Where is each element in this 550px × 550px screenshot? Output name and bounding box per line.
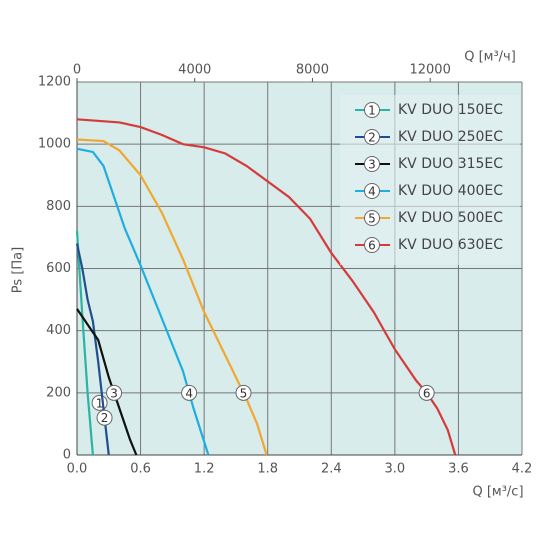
x2-tick-label: 0 <box>73 63 81 78</box>
x2-axis-label: Q [м³/ч] <box>464 50 516 65</box>
y-tick-label: 1000 <box>38 137 71 152</box>
series-line <box>76 308 138 456</box>
legend-label: KV DUO 315EC <box>398 156 503 172</box>
y-tick-label: 0 <box>63 448 71 463</box>
x-tick-label: 3.0 <box>385 462 406 477</box>
series-marker <box>364 183 380 199</box>
series-marker <box>106 384 123 401</box>
series-marker <box>364 156 380 172</box>
x-tick-label: 0.0 <box>67 462 88 477</box>
series-marker-label: 1 <box>96 396 104 410</box>
series-marker-label: 3 <box>110 386 118 400</box>
series-marker-label: 6 <box>423 386 431 400</box>
x-tick-label: 4.2 <box>512 462 533 477</box>
series-line <box>75 243 110 456</box>
series-marker <box>418 384 435 401</box>
legend-box <box>340 95 520 265</box>
series-marker-label: 5 <box>240 386 248 400</box>
x2-tick-label: 12000 <box>409 63 450 78</box>
series-marker-label: 4 <box>368 185 376 199</box>
series-marker <box>96 409 113 426</box>
series-marker-label: 3 <box>368 158 376 172</box>
series-marker <box>235 384 252 401</box>
legend-label: KV DUO 630EC <box>398 237 503 253</box>
x-tick-label: 1.8 <box>257 462 278 477</box>
series-marker <box>364 102 380 118</box>
series-marker-label: 1 <box>368 104 376 118</box>
series-marker <box>364 129 380 145</box>
legend-label: KV DUO 400EC <box>398 183 503 199</box>
series-marker-label: 5 <box>368 212 376 226</box>
series-marker <box>364 210 380 226</box>
x2-tick-label: 4000 <box>178 63 211 78</box>
series-marker-label: 6 <box>368 239 376 253</box>
x-tick-label: 3.6 <box>448 462 469 477</box>
series-marker-label: 2 <box>368 131 376 145</box>
x-axis-label: Q [м³/с] <box>472 485 523 500</box>
legend-label: KV DUO 150EC <box>398 102 503 118</box>
series-line <box>76 138 268 456</box>
series-marker <box>181 384 198 401</box>
y-tick-label: 600 <box>46 261 71 276</box>
x-tick-label: 2.4 <box>321 462 342 477</box>
y-tick-label: 800 <box>46 199 71 214</box>
x2-tick-label: 8000 <box>296 63 329 78</box>
y-tick-label: 200 <box>46 385 71 400</box>
series-marker-label: 4 <box>185 386 193 400</box>
legend-label: KV DUO 500EC <box>398 210 503 226</box>
series-line <box>75 231 94 456</box>
y-tick-label: 1200 <box>38 75 71 90</box>
y-axis-label: Ps [Па] <box>11 247 26 293</box>
x-tick-label: 0.6 <box>130 462 151 477</box>
x-tick-label: 1.2 <box>194 462 215 477</box>
y-tick-label: 400 <box>46 323 71 338</box>
legend-label: KV DUO 250EC <box>398 129 503 145</box>
series-marker <box>364 237 380 253</box>
series-marker-label: 2 <box>101 411 109 425</box>
